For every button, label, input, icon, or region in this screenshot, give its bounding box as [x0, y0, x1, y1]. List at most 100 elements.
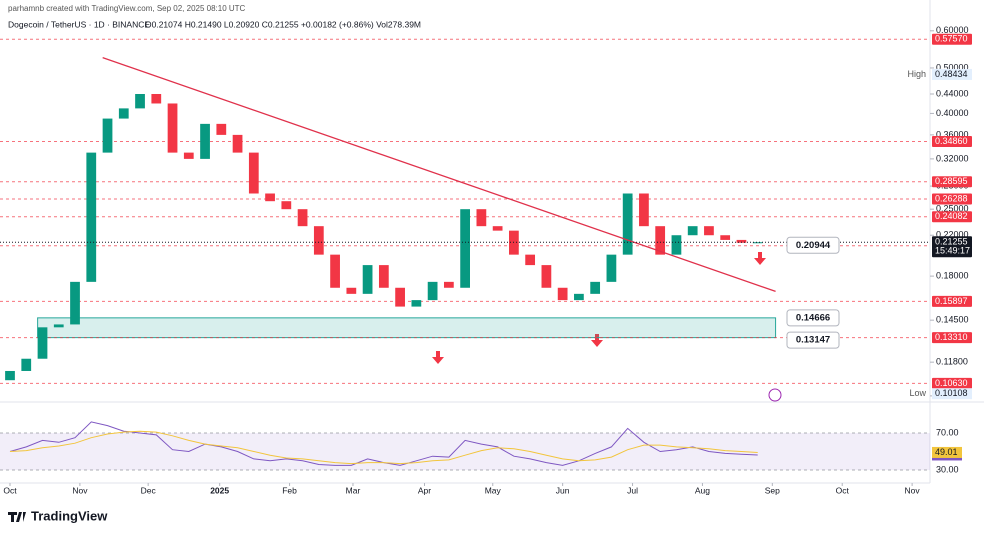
candle-body	[752, 242, 763, 244]
level-label-bg	[932, 211, 972, 223]
trendline	[102, 57, 776, 293]
countdown: 15:49:17	[935, 246, 970, 256]
candle-body	[167, 103, 178, 153]
candle-body	[297, 209, 308, 227]
level-label-bg	[932, 135, 972, 147]
level-label: 0.13310	[935, 332, 968, 342]
candle-body	[476, 209, 487, 227]
rsi-tick-label: 70.00	[936, 427, 959, 437]
rsi-band	[0, 433, 930, 471]
level-label: 0.26288	[935, 193, 968, 203]
candle-body	[736, 239, 747, 243]
level-label-bg	[932, 332, 972, 344]
y-tick-label: 0.14500	[936, 315, 969, 325]
logo-text: TradingView	[31, 508, 108, 523]
high-name: High	[907, 69, 926, 79]
candle-body	[362, 265, 373, 294]
low-bg	[932, 388, 972, 400]
logo-icon	[8, 512, 26, 522]
candle-body	[704, 226, 714, 236]
current-price-bg	[932, 236, 972, 258]
low-name: Low	[909, 388, 926, 398]
annotation-label: 0.14666	[796, 312, 830, 323]
logo: TradingView	[8, 508, 108, 523]
y-tick-label: 0.22000	[936, 230, 969, 240]
level-label: 0.24082	[935, 211, 968, 221]
low-label: 0.10108	[935, 388, 968, 398]
y-tick-label: 0.44000	[936, 88, 969, 98]
high-label: 0.48434	[935, 69, 968, 79]
support-zone	[37, 317, 777, 339]
level-label: 0.34860	[935, 136, 968, 146]
candle-body	[590, 281, 601, 294]
level-label-bg	[932, 176, 972, 188]
y-tick-label: 0.25000	[936, 204, 969, 214]
x-tick-label: Oct	[836, 485, 850, 495]
lightning-icon	[768, 388, 782, 402]
x-tick-label: Mar	[346, 485, 361, 495]
candle-body	[671, 235, 682, 255]
x-tick-label: Nov	[72, 485, 88, 495]
candle-body	[443, 281, 454, 288]
candle-body	[411, 300, 422, 307]
candle-body	[395, 287, 405, 307]
x-tick-label: Oct	[3, 485, 17, 495]
symbol-title: Dogecoin / TetherUS · 1D · BINANCE	[8, 19, 150, 29]
x-tick-label: Jun	[556, 485, 570, 495]
x-tick-label: Apr	[418, 485, 431, 495]
candle-body	[346, 287, 357, 294]
x-tick-label: Nov	[905, 485, 921, 495]
x-tick-label: Jul	[627, 485, 638, 495]
candle-body	[574, 293, 584, 301]
x-tick-label: Feb	[282, 485, 297, 495]
x-tick-label: Dec	[141, 485, 157, 495]
level-label: 0.57570	[935, 34, 968, 44]
high-bg	[932, 68, 972, 80]
y-tick-label: 0.60000	[936, 25, 969, 35]
level-label: 0.10630	[935, 378, 968, 388]
candle-body	[378, 265, 389, 288]
y-tick-label: 0.50000	[936, 62, 969, 72]
credit: parhamnb created with TradingView.com, S…	[8, 4, 246, 13]
candle-body	[86, 152, 97, 282]
level-label: 0.28595	[935, 176, 968, 186]
candle-body	[70, 281, 80, 325]
level-label-bg	[932, 193, 972, 205]
candle-body	[427, 281, 438, 301]
candle-body	[265, 193, 275, 202]
candle-body	[151, 93, 162, 104]
annotation-box	[786, 236, 840, 254]
candle-body	[183, 152, 194, 159]
candle-body	[5, 370, 15, 381]
candle-body	[720, 235, 731, 240]
candle-body	[37, 327, 48, 359]
rsi-line	[9, 430, 758, 465]
candle-body	[687, 226, 698, 236]
candle-body	[281, 201, 292, 210]
candle-body	[330, 254, 340, 288]
rsi-end-label: 49.01	[935, 447, 958, 457]
current-price-label: 0.21255	[935, 237, 968, 247]
y-tick-label: 0.11800	[936, 357, 968, 367]
candle-body	[525, 254, 536, 266]
rsi-end-bg	[932, 446, 962, 458]
candle-body	[541, 265, 552, 288]
rsi-tick-label: 30.00	[936, 464, 959, 474]
candle-body	[492, 226, 503, 231]
annotation-label: 0.13147	[796, 335, 830, 346]
y-tick-label: 0.32000	[936, 153, 969, 163]
candle-body	[118, 108, 129, 119]
candle-body	[216, 123, 227, 135]
candle-body	[639, 193, 649, 227]
y-tick-label: 0.18000	[936, 270, 969, 280]
candle-body	[606, 254, 617, 282]
candle-body	[622, 193, 633, 255]
candle-body	[460, 209, 470, 288]
x-tick-label: May	[485, 485, 502, 495]
candle-body	[200, 123, 210, 159]
candle-body	[232, 134, 243, 153]
y-tick-label: 0.40000	[936, 108, 969, 118]
level-label: 0.15897	[935, 296, 968, 306]
candle-body	[21, 358, 32, 371]
